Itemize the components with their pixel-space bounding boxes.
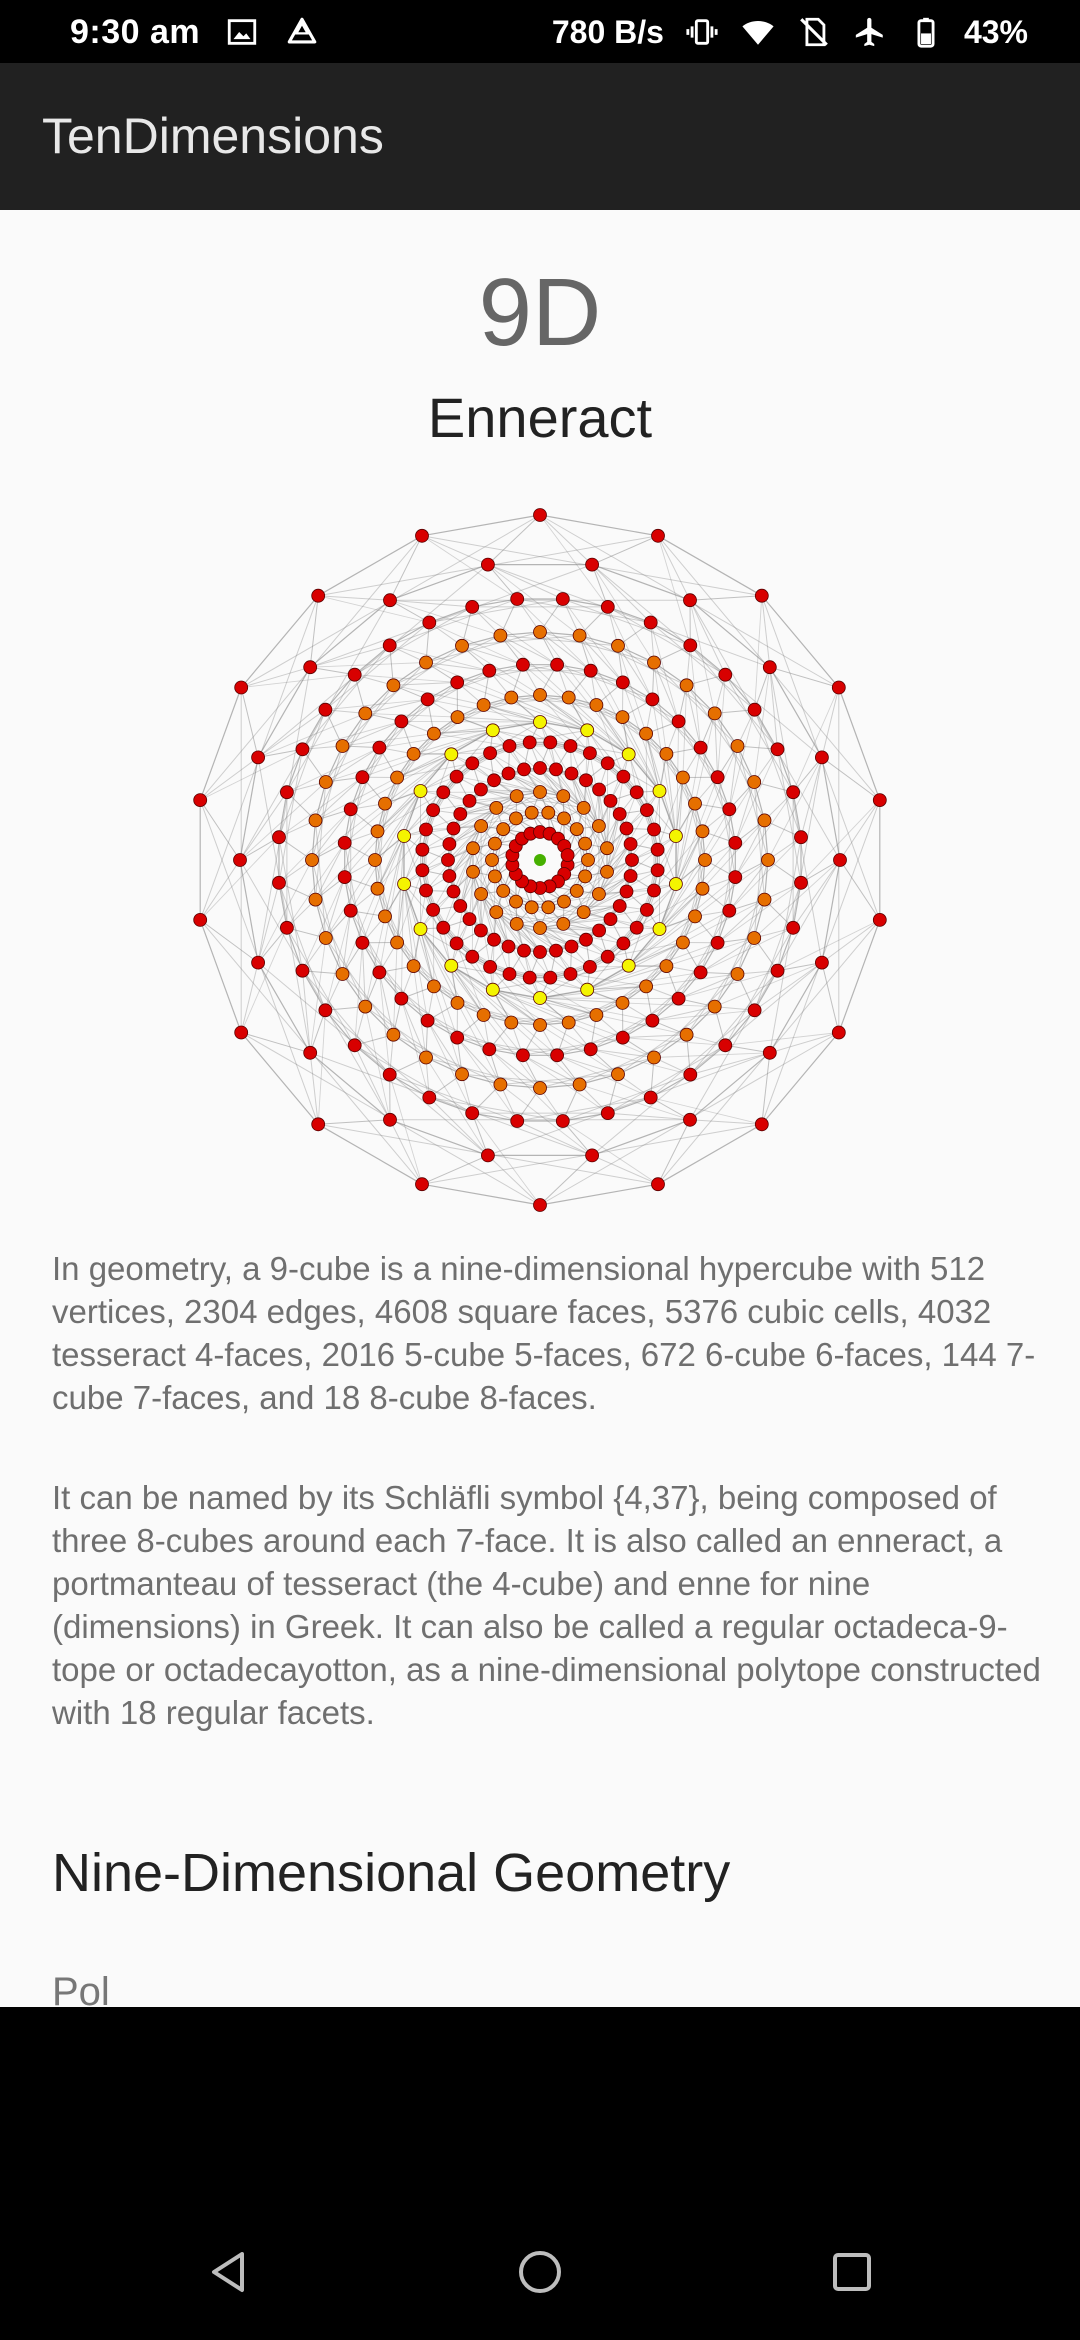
image-icon <box>224 14 260 50</box>
battery-icon <box>908 14 944 50</box>
back-triangle-icon <box>212 2252 244 2292</box>
home-button[interactable] <box>510 2242 570 2302</box>
description-paragraph: It can be named by its Schläfli symbol {… <box>52 1479 1041 1731</box>
app-title: TenDimensions <box>42 108 384 164</box>
home-circle-icon <box>519 2251 561 2293</box>
enneract-projection-image <box>193 508 887 1212</box>
drive-icon <box>284 14 320 50</box>
status-time: 9:30 am <box>70 12 201 51</box>
no-sim-icon <box>796 14 832 50</box>
vibrate-icon <box>684 14 720 50</box>
airplane-icon <box>852 14 888 50</box>
app-bar: TenDimensions <box>0 63 1080 210</box>
polytope-name: Enneract <box>427 386 653 449</box>
section-heading: Nine-Dimensional Geometry <box>52 1843 731 1903</box>
recents-button[interactable] <box>822 2242 882 2302</box>
navigation-bar <box>0 2007 1080 2340</box>
back-button[interactable] <box>198 2242 258 2302</box>
description-paragraph: In geometry, a 9-cube is a nine-dimensio… <box>52 1250 1036 1416</box>
network-speed: 780 B/s <box>551 13 664 50</box>
wifi-icon <box>740 14 776 50</box>
recents-square-icon <box>833 2253 871 2291</box>
battery-percent: 43% <box>963 13 1028 50</box>
content-scroll-area[interactable]: 9D Enneract In geometry, a 9-cube is a n… <box>0 210 1080 2007</box>
cutoff-text: Pol <box>52 1970 110 2007</box>
status-bar: 9:30 am 780 B/s 43% <box>0 0 1080 63</box>
dimension-label: 9D <box>478 259 602 366</box>
